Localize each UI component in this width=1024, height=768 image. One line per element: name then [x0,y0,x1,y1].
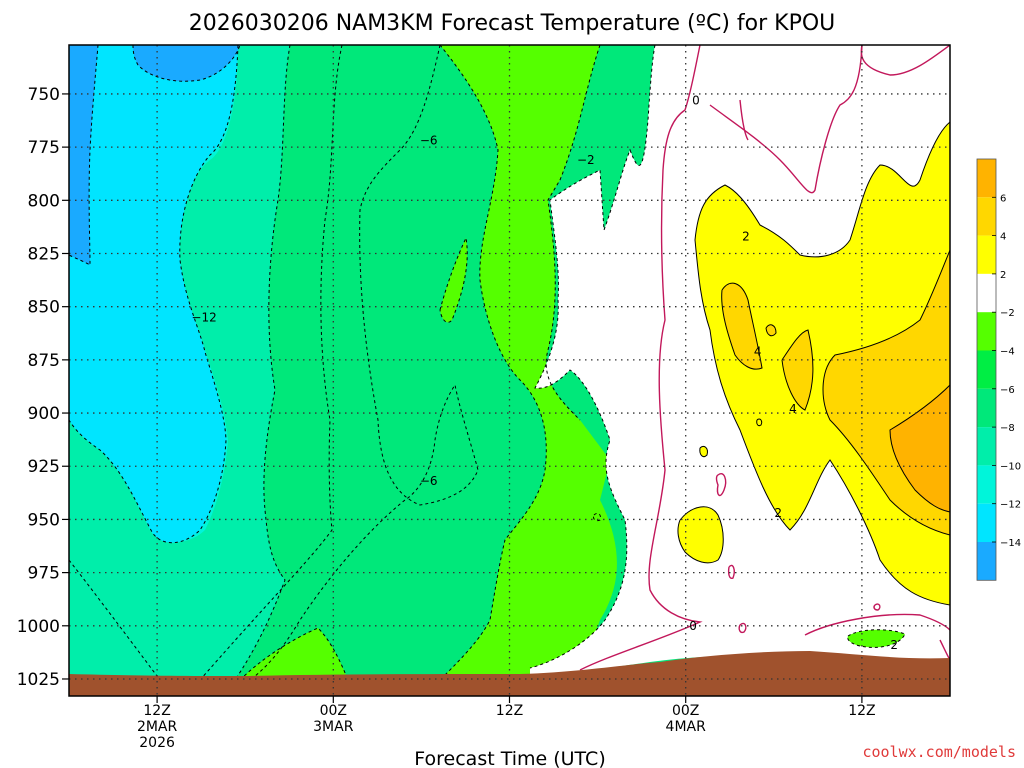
x-axis-title: Forecast Time (UTC) [414,748,605,768]
x-tick-label-0-0: 12Z [143,703,170,719]
chart-title: 2026030206 NAM3KM Forecast Temperature (… [189,11,836,36]
fill-minus-14-to-minus-12 [69,45,238,543]
fill-below-minus-14-left [69,45,98,265]
colorbar-bin-4 [977,312,996,351]
x-tick-label-0-1: 2MAR [137,719,178,735]
y-tick-label-875: 875 [28,351,60,371]
fill-0-to-2-patch [677,506,724,563]
y-axis: 750 775 800 825 850 875 900 925 950 975 1000 1025 [17,85,69,690]
contour-label-4: −12 [191,310,216,324]
y-tick-label-950: 950 [28,510,60,530]
colorbar-bin-7 [977,427,996,466]
contour-label-10: 2 [890,638,898,652]
ground-terrain [69,651,950,696]
colorbar-label-4: −4 [1000,347,1015,358]
y-tick-label-975: 975 [28,564,60,584]
contour-label-0: −6 [420,134,438,148]
colorbar-bin-0 [977,159,996,198]
contour-label-6: 4 [789,402,797,416]
fill-below-minus-14-top [133,45,240,82]
contour-lines [69,45,950,681]
fill-4-plus [890,385,950,512]
contour-label-9: 0 [689,619,697,633]
fill-2-to-4-b [782,330,813,410]
colorbar-label-2: 2 [1000,270,1006,281]
y-tick-label-900: 900 [28,404,60,424]
colorbar-bin-10 [977,542,996,581]
contour-labels: −6 −2 0 2 −12 4 4 −6 2 0 2 [191,93,898,652]
fill-0-to-2-dot [699,446,708,457]
x-tick-label-3-0: 00Z [672,703,699,719]
colorbar-legend: 6 4 2 −2 −4 −6 −8 −10 −12 −14 [976,158,1021,581]
credit-text: coolwx.com/models [862,743,1016,761]
y-tick-label-1025: 1025 [17,670,60,690]
colorbar-label-6: −8 [1000,423,1015,434]
colorbar-label-7: −10 [1000,461,1021,472]
colorbar-bin-2 [977,235,996,274]
grid-lines [69,45,950,696]
y-tick-label-925: 925 [28,457,60,477]
colorbar-bin-8 [977,465,996,504]
y-tick-label-775: 775 [28,138,60,158]
contour-label-3: 2 [742,229,750,243]
x-tick-label-1-1: 3MAR [313,719,354,735]
fill-minus-4-to-minus-2 [440,45,617,680]
y-tick-label-825: 825 [28,244,60,264]
contour-label-2: 0 [692,93,700,107]
contour-label-8: 2 [774,506,782,520]
contour-label-7: −6 [420,474,438,488]
fill-minus-4-to-minus-2-low [240,628,348,680]
colorbar-bin-5 [977,350,996,389]
colorbar-label-0: 6 [1000,193,1006,204]
colorbar-label-3: −2 [1000,308,1015,319]
x-tick-label-3-1: 4MAR [666,719,707,735]
colorbar-bin-1 [977,197,996,236]
y-tick-label-850: 850 [28,298,60,318]
colorbar-label-9: −14 [1000,538,1021,549]
x-tick-label-4-0: 12Z [848,703,875,719]
colorbar-bin-6 [977,388,996,428]
fill-2-to-4-a [721,283,762,370]
contour-label-5: 4 [754,344,762,358]
x-tick-label-0-2: 2026 [139,735,175,751]
y-tick-label-1000: 1000 [17,617,60,637]
colorbar-label-5: −6 [1000,385,1015,396]
fill-minus-4-to-minus-2-spot [440,238,468,323]
colorbar-bin-3 [977,273,996,313]
x-tick-label-2-0: 12Z [496,703,523,719]
contour-label-1: −2 [577,153,595,167]
colorbar-label-1: 4 [1000,232,1006,243]
x-tick-label-1-0: 00Z [320,703,347,719]
colorbar-bin-9 [977,503,996,542]
fill-2-to-4-c [766,324,776,336]
colorbar-frame [976,158,997,581]
y-tick-label-800: 800 [28,191,60,211]
y-tick-label-750: 750 [28,85,60,105]
colorbar-label-8: −12 [1000,500,1021,511]
